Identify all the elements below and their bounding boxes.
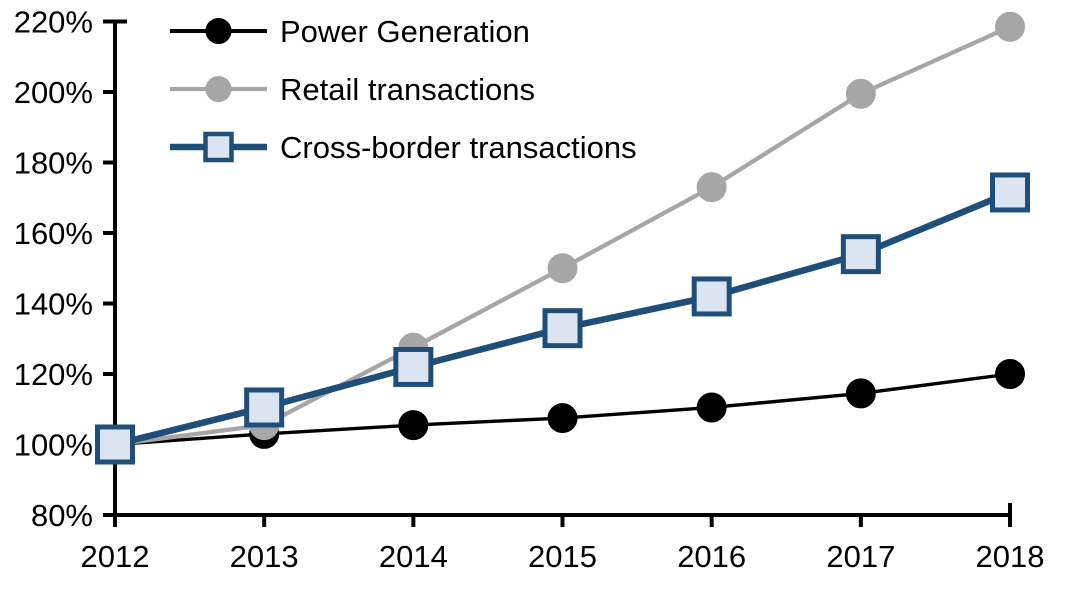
y-axis-tick-label: 200%: [14, 75, 93, 110]
data-point-marker: [244, 387, 285, 428]
y-axis-tick-label: 180%: [14, 145, 93, 180]
data-point-marker: [696, 392, 727, 423]
legend-label: Power Generation: [280, 14, 530, 49]
legend-item-1: Power Generation: [170, 14, 530, 49]
y-axis-tick-label: 140%: [14, 286, 93, 321]
data-point-marker: [845, 78, 876, 109]
x-axis-tick-label: 2015: [528, 539, 597, 574]
y-axis-tick-label: 160%: [14, 216, 93, 251]
y-axis-tick-label: 220%: [14, 4, 93, 39]
x-axis-tick-label: 2016: [677, 539, 746, 574]
x-axis-tick-label: 2012: [81, 539, 150, 574]
y-axis-tick-label: 100%: [14, 427, 93, 462]
data-point-marker: [845, 378, 876, 409]
legend-item-3: Cross-border transactions: [170, 130, 637, 165]
circle-marker-icon: [205, 18, 232, 44]
data-point-marker: [547, 403, 578, 434]
data-point-marker: [995, 359, 1026, 389]
data-point-marker: [398, 410, 429, 441]
data-point-marker: [696, 172, 727, 203]
circle-marker-icon: [205, 76, 232, 102]
x-axis-tick-label: 2013: [230, 539, 299, 574]
data-point-marker: [547, 253, 578, 284]
x-axis-tick-label: 2017: [826, 539, 895, 574]
x-axis-tick-label: 2018: [976, 539, 1045, 574]
y-axis-tick-label: 80%: [31, 498, 93, 533]
data-point-marker: [691, 276, 732, 317]
y-axis-tick-label: 120%: [14, 357, 93, 392]
data-point-marker: [995, 11, 1026, 42]
data-point-marker: [840, 234, 881, 275]
data-point-marker: [95, 424, 135, 465]
legend-item-2: Retail transactions: [170, 72, 535, 107]
data-point-marker: [542, 308, 583, 349]
data-point-marker: [393, 346, 434, 387]
square-marker-icon: [203, 131, 234, 163]
legend-label: Retail transactions: [280, 72, 535, 107]
x-axis-tick-label: 2014: [379, 539, 448, 574]
data-point-marker: [990, 172, 1031, 213]
legend-label: Cross-border transactions: [280, 130, 637, 165]
